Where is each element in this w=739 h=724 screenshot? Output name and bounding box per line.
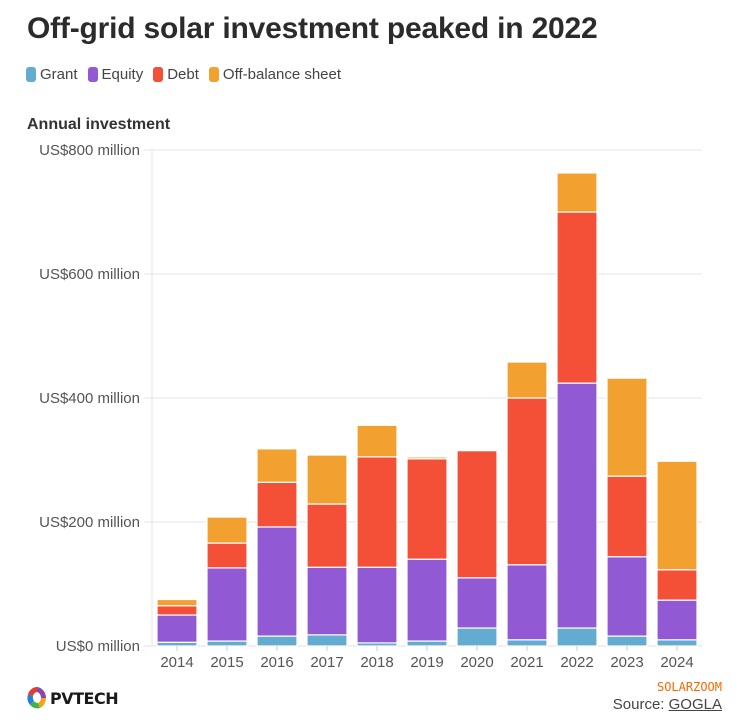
bar-grant-2024 bbox=[656, 639, 698, 647]
bar-debt-2016 bbox=[256, 481, 298, 528]
bar-equity-2018 bbox=[356, 566, 398, 644]
legend-swatch-equity bbox=[87, 67, 98, 82]
bar-off-balance-sheet-2022 bbox=[556, 172, 598, 213]
x-tick-label: 2016 bbox=[260, 654, 293, 671]
legend-swatch-off-balance bbox=[208, 67, 219, 82]
x-tick-label: 2023 bbox=[610, 654, 643, 671]
bar-debt-2014 bbox=[156, 605, 198, 616]
solarzoom-watermark: SOLARZOOM bbox=[656, 680, 722, 694]
legend-swatch-debt bbox=[153, 67, 164, 82]
bar-grant-2015 bbox=[206, 640, 248, 647]
bars bbox=[156, 172, 698, 647]
x-tick-label: 2018 bbox=[360, 654, 393, 671]
bar-debt-2017 bbox=[306, 503, 348, 568]
bar-equity-2020 bbox=[456, 577, 498, 629]
bar-debt-2023 bbox=[606, 475, 648, 558]
y-tick-label: US$400 million bbox=[39, 390, 140, 407]
x-tick-label: 2021 bbox=[510, 654, 543, 671]
x-tick-label: 2017 bbox=[310, 654, 343, 671]
bar-equity-2023 bbox=[606, 556, 648, 637]
legend-item-debt: Debt bbox=[153, 66, 199, 83]
bar-debt-2019 bbox=[406, 458, 448, 560]
x-tick-label: 2014 bbox=[160, 654, 193, 671]
source-prefix: Source: bbox=[612, 696, 669, 713]
bar-debt-2020 bbox=[456, 450, 498, 579]
y-axis-ticks: US$0 million US$200 million US$400 million… bbox=[39, 142, 140, 655]
pvtech-logo-icon bbox=[27, 687, 47, 709]
bar-off-balance-sheet-2023 bbox=[606, 377, 648, 477]
bar-grant-2023 bbox=[606, 635, 648, 647]
legend-item-grant: Grant bbox=[26, 66, 78, 83]
x-tick-label: 2015 bbox=[210, 654, 243, 671]
legend-swatch-grant bbox=[26, 67, 36, 82]
bar-off-balance-sheet-2017 bbox=[306, 454, 348, 505]
bar-debt-2022 bbox=[556, 211, 598, 384]
bar-off-balance-sheet-2021 bbox=[506, 361, 548, 399]
source-note: Source: GOGLA bbox=[613, 696, 722, 713]
legend-label-off-balance: Off-balance sheet bbox=[222, 66, 342, 83]
bar-equity-2022 bbox=[556, 382, 598, 629]
x-axis-ticks: 2014 2015 2016 2017 2018 2019 2020 2021 2022 2023… bbox=[160, 646, 694, 671]
bar-debt-2015 bbox=[206, 542, 248, 569]
bar-equity-2019 bbox=[406, 558, 448, 642]
bar-equity-2024 bbox=[656, 599, 698, 641]
bar-equity-2014 bbox=[156, 614, 198, 643]
source-link[interactable]: GOGLA bbox=[668, 696, 722, 713]
y-tick-label: US$0 million bbox=[56, 638, 140, 655]
bar-off-balance-sheet-2018 bbox=[356, 424, 398, 458]
bar-off-balance-sheet-2015 bbox=[206, 516, 248, 544]
bar-grant-2019 bbox=[406, 640, 448, 647]
bar-off-balance-sheet-2014 bbox=[156, 598, 198, 607]
bar-grant-2017 bbox=[306, 634, 348, 647]
bar-equity-2021 bbox=[506, 564, 548, 641]
bar-grant-2021 bbox=[506, 639, 548, 647]
legend: Grant Equity Debt Off-balance sheet bbox=[26, 66, 341, 83]
bar-equity-2017 bbox=[306, 566, 348, 636]
x-tick-label: 2019 bbox=[410, 654, 443, 671]
bar-grant-2022 bbox=[556, 627, 598, 647]
x-tick-label: 2022 bbox=[560, 654, 593, 671]
chart-title: Off-grid solar investment peaked in 2022 bbox=[27, 12, 598, 45]
bar-off-balance-sheet-2016 bbox=[256, 448, 298, 483]
bar-debt-2024 bbox=[656, 569, 698, 601]
bar-off-balance-sheet-2019 bbox=[406, 456, 448, 460]
x-tick-label: 2024 bbox=[660, 654, 693, 671]
bar-debt-2018 bbox=[356, 456, 398, 568]
y-tick-label: US$200 million bbox=[39, 514, 140, 531]
y-tick-label: US$600 million bbox=[39, 266, 140, 283]
bar-off-balance-sheet-2024 bbox=[656, 460, 698, 571]
legend-item-equity: Equity bbox=[87, 66, 144, 83]
y-axis-title: Annual investment bbox=[27, 116, 171, 133]
legend-label-equity: Equity bbox=[101, 66, 144, 83]
legend-label-grant: Grant bbox=[40, 66, 78, 83]
legend-label-debt: Debt bbox=[167, 66, 199, 83]
bar-grant-2016 bbox=[256, 635, 298, 647]
legend-item-off-balance: Off-balance sheet bbox=[208, 66, 342, 83]
x-tick-label: 2020 bbox=[460, 654, 493, 671]
bar-equity-2015 bbox=[206, 567, 248, 642]
bar-equity-2016 bbox=[256, 526, 298, 637]
pvtech-logo: PVTECH bbox=[26, 686, 119, 710]
bar-debt-2021 bbox=[506, 397, 548, 566]
pvtech-logo-text: PVTECH bbox=[50, 688, 119, 708]
bar-grant-2020 bbox=[456, 627, 498, 647]
y-tick-label: US$800 million bbox=[39, 142, 140, 159]
